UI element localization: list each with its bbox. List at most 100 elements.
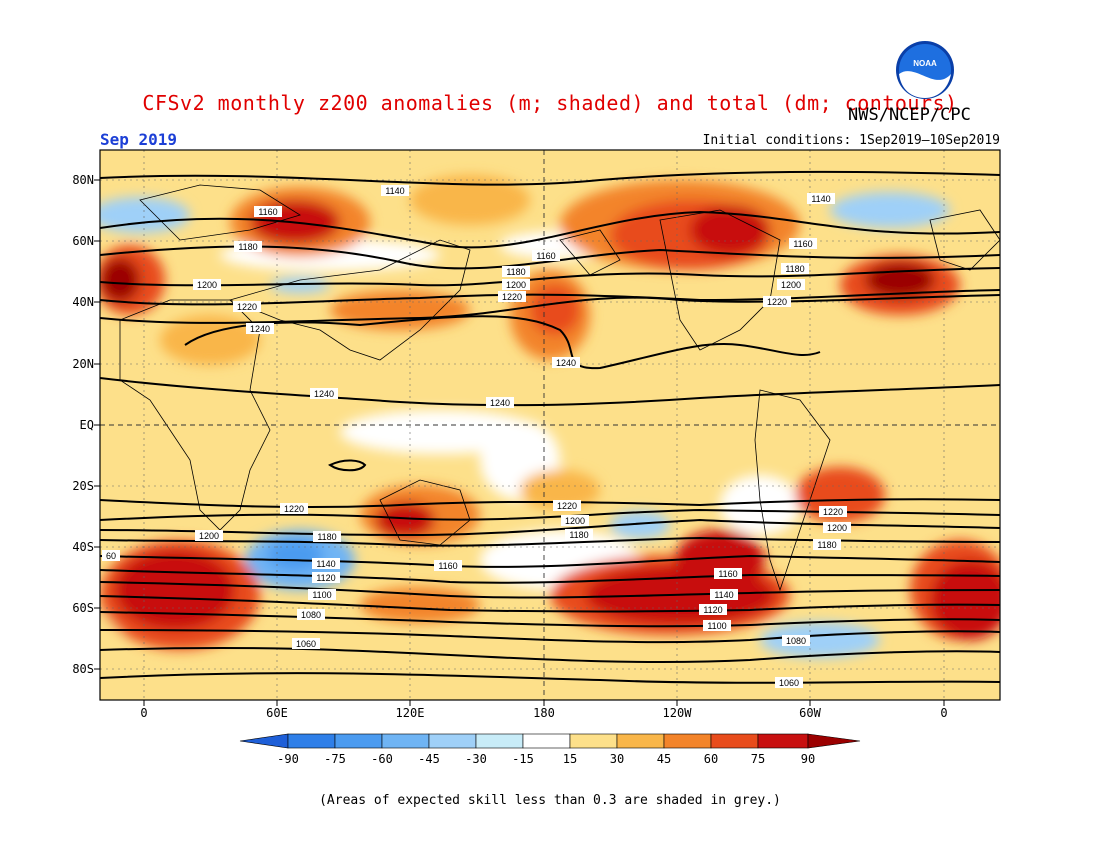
lat-label: 40N: [72, 295, 94, 309]
svg-text:NOAA: NOAA: [913, 59, 937, 68]
contour-label: 1080: [297, 609, 325, 620]
svg-text:1080: 1080: [786, 636, 806, 646]
contour-label: 1200: [777, 279, 805, 290]
contour-label: 1080: [782, 635, 810, 646]
contour-label: 1220: [498, 291, 526, 302]
contour-label: 1240: [486, 397, 514, 408]
contour-label: 1180: [234, 241, 262, 252]
lon-label: 180: [533, 706, 555, 720]
contour-label: 1060: [292, 638, 320, 649]
contour-label: 1160: [789, 238, 817, 249]
contour-label: 1160: [434, 560, 462, 571]
contour-label: 1180: [565, 529, 593, 540]
colorbar: [239, 733, 861, 749]
svg-text:1120: 1120: [316, 573, 335, 583]
svg-text:1060: 1060: [296, 639, 316, 649]
contour-label: 1200: [502, 279, 530, 290]
svg-text:1200: 1200: [565, 516, 585, 526]
svg-text:1220: 1220: [502, 292, 522, 302]
lat-label: 60S: [72, 601, 94, 615]
contour-label: 1180: [502, 266, 530, 277]
svg-text:1220: 1220: [237, 302, 257, 312]
svg-text:1220: 1220: [823, 507, 843, 517]
svg-text:1060: 1060: [779, 678, 799, 688]
lon-label: 120E: [395, 706, 425, 720]
colorbar-label: 90: [800, 752, 816, 766]
lon-label: 0: [940, 706, 948, 720]
svg-text:1220: 1220: [767, 297, 787, 307]
anomaly-shading: [100, 150, 1000, 700]
colorbar-label: -60: [371, 752, 393, 766]
lat-label: EQ: [79, 418, 94, 432]
svg-text:1180: 1180: [317, 532, 336, 542]
contour-label: 1120: [312, 572, 340, 583]
contour-label: 1220: [763, 296, 791, 307]
svg-text:1140: 1140: [714, 590, 733, 600]
lon-label: 60E: [266, 706, 288, 720]
contour-label: 1160: [714, 568, 742, 579]
colorbar-label: -45: [418, 752, 440, 766]
contour-label: 1060: [775, 677, 803, 688]
agency-label: NWS/NCEP/CPC: [848, 105, 971, 125]
lat-label: 80N: [72, 173, 94, 187]
contour-label: 1200: [193, 279, 221, 290]
colorbar-label: 15: [562, 752, 578, 766]
colorbar-label: 45: [656, 752, 672, 766]
svg-text:1220: 1220: [284, 504, 304, 514]
noaa-logo: NOAA: [896, 41, 954, 99]
svg-text:1140: 1140: [316, 559, 335, 569]
svg-text:1120: 1120: [703, 605, 722, 615]
contour-label: 1220: [553, 500, 581, 511]
svg-text:1200: 1200: [197, 280, 217, 290]
svg-text:1100: 1100: [707, 621, 726, 631]
contour-label: 1200: [561, 515, 589, 526]
contour-label: 1120: [699, 604, 727, 615]
contour-label: 1160: [254, 206, 282, 217]
gridlines: [100, 150, 1000, 700]
contour-label: 1160: [532, 250, 560, 261]
axis-ticks: [94, 179, 945, 706]
contour-label: 1220: [233, 301, 261, 312]
lon-label: 120W: [662, 706, 692, 720]
svg-text:1100: 1100: [312, 590, 331, 600]
contour-label: 1200: [195, 530, 223, 541]
contour-label: 1100: [703, 620, 731, 631]
svg-text:1200: 1200: [827, 523, 847, 533]
contour-label: 1140: [710, 589, 738, 600]
svg-text:1240: 1240: [250, 324, 270, 334]
colorbar-label: 60: [703, 752, 719, 766]
contour-label: 1240: [310, 388, 338, 399]
colorbar-label: -15: [512, 752, 534, 766]
svg-text:1200: 1200: [506, 280, 526, 290]
month-label: Sep 2019: [100, 130, 178, 149]
svg-text:1160: 1160: [258, 207, 277, 217]
contour-label: 1200: [823, 522, 851, 533]
svg-text:1220: 1220: [557, 501, 577, 511]
svg-text:1160: 1160: [536, 251, 555, 261]
svg-text:1160: 1160: [438, 561, 457, 571]
lat-label: 60N: [72, 234, 94, 248]
svg-text:1180: 1180: [506, 267, 525, 277]
svg-text:1240: 1240: [490, 398, 510, 408]
lat-label: 80S: [72, 662, 94, 676]
contour-label: 1220: [280, 503, 308, 514]
contour-label: 60: [102, 550, 120, 561]
colorbar-label: 75: [750, 752, 766, 766]
lon-label: 60W: [799, 706, 821, 720]
contour-label: 1140: [807, 193, 835, 204]
contour-label: 1180: [813, 539, 841, 550]
contour-label: 1240: [246, 323, 274, 334]
svg-text:60: 60: [106, 551, 116, 561]
svg-text:1180: 1180: [817, 540, 836, 550]
lon-label: 0: [140, 706, 148, 720]
contour-label: 1180: [313, 531, 341, 542]
colorbar-label: -90: [277, 752, 299, 766]
colorbar-label: -75: [324, 752, 346, 766]
svg-text:1160: 1160: [718, 569, 737, 579]
contour-label: 1140: [312, 558, 340, 569]
lat-label: 20S: [72, 479, 94, 493]
svg-text:1240: 1240: [314, 389, 334, 399]
svg-text:1140: 1140: [385, 186, 404, 196]
contour-labels: 1140 1160 1180 1200 1220 1240 1240 1240 …: [102, 185, 851, 688]
